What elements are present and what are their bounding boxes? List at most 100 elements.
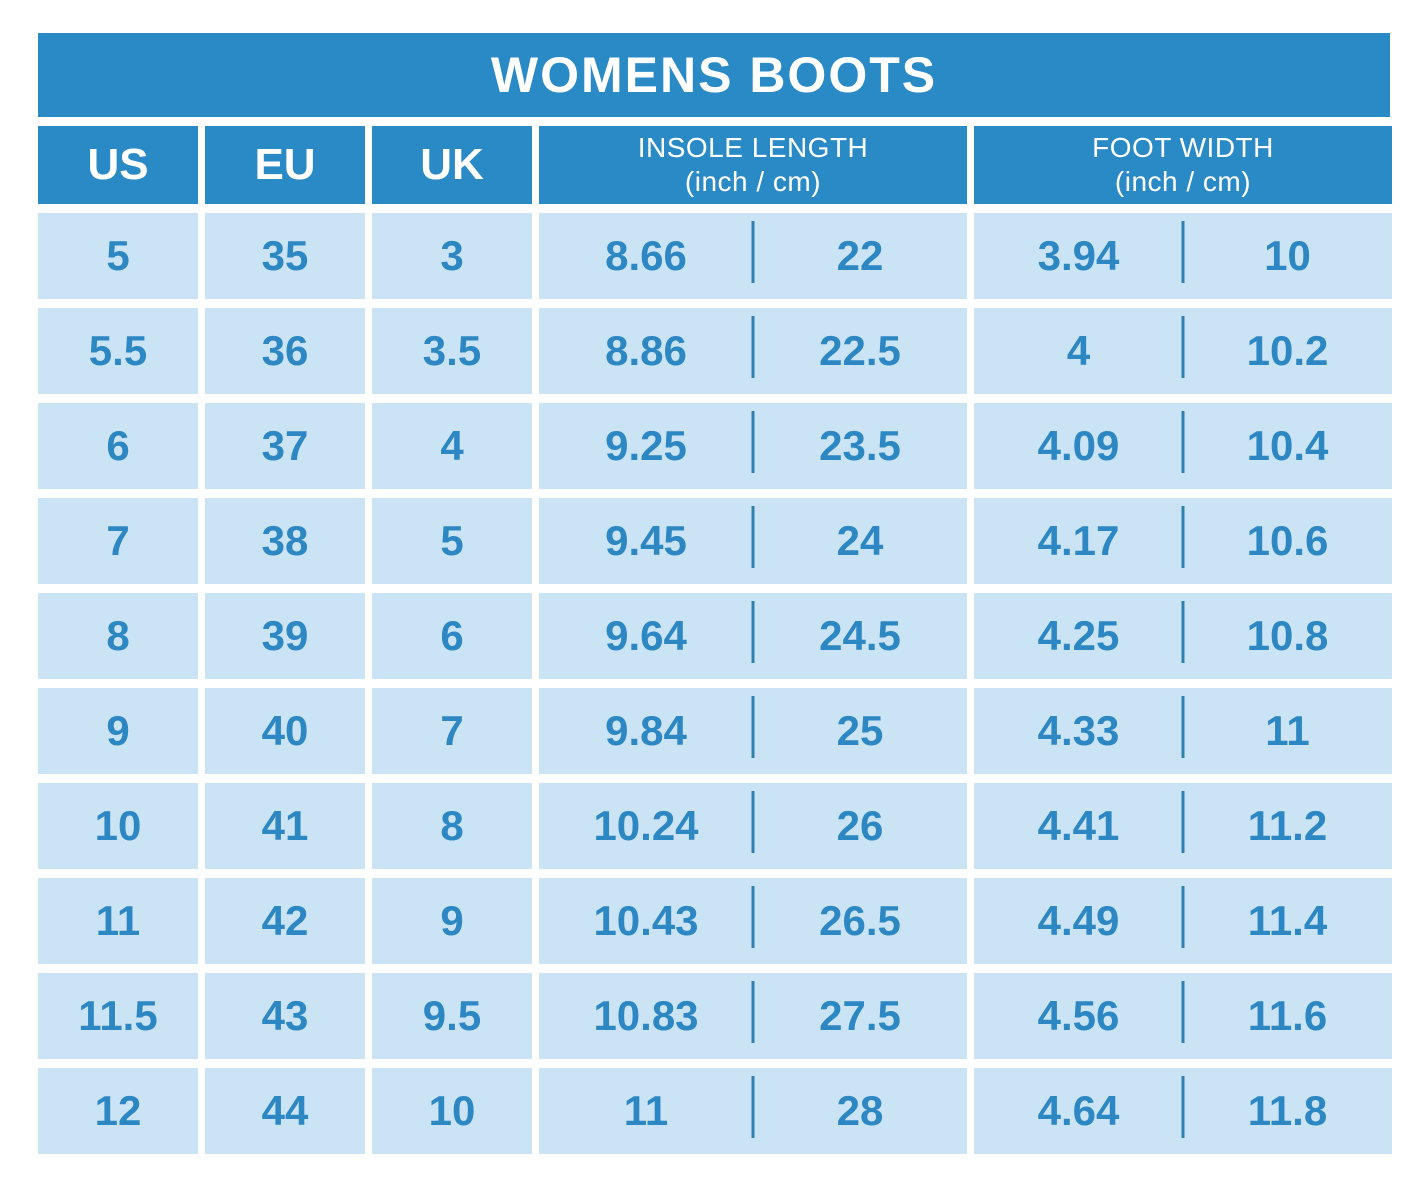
foot-cm-value: 10 [1264, 232, 1311, 279]
insole-cm-value: 26 [836, 802, 884, 849]
foot-inch-value: 4.09 [1037, 422, 1120, 469]
uk-size-cell: 5 [372, 498, 532, 584]
foot-cm-value: 10.2 [1246, 327, 1329, 374]
uk-size-cell: 8 [372, 783, 532, 869]
foot-inch-value: 4.49 [1037, 897, 1120, 944]
insole-inch-value: 10.24 [593, 802, 699, 849]
insole-length-cell: 9.64 24.5 [539, 593, 967, 679]
insole-length-cell: 10.83 27.5 [539, 973, 967, 1059]
insole-length-cell: 11 28 [539, 1068, 967, 1154]
header-foot-width: FOOT WIDTH (inch / cm) [974, 126, 1392, 204]
insole-cm-value: 27.5 [819, 992, 901, 1039]
foot-inch-value: 4.33 [1037, 707, 1120, 754]
insole-length-cell: 9.84 25 [539, 688, 967, 774]
eu-size-cell: 44 [205, 1068, 365, 1154]
us-size-cell: 11 [38, 878, 198, 964]
header-us: US [38, 126, 198, 204]
foot-width-cell: 4.09 10.4 [974, 403, 1392, 489]
table-body: 5 35 3 8.66 22 3.94 10 5.5 36 3.5 8.86 2… [38, 213, 1392, 1154]
header-uk: UK [372, 126, 532, 204]
header-eu: EU [205, 126, 365, 204]
foot-cm-value: 10.8 [1246, 612, 1329, 659]
uk-size-cell: 6 [372, 593, 532, 679]
insole-cm-value: 22.5 [819, 327, 901, 374]
insole-length-cell: 10.43 26.5 [539, 878, 967, 964]
inch-cm-divider [751, 316, 755, 378]
eu-size-cell: 39 [205, 593, 365, 679]
eu-size-cell: 40 [205, 688, 365, 774]
inch-cm-divider [751, 696, 755, 758]
inch-cm-divider [751, 886, 755, 948]
insole-cm-value: 25 [836, 707, 884, 754]
inch-cm-divider [1181, 1076, 1185, 1138]
table-row: 5.5 36 3.5 8.86 22.5 4 10.2 [38, 308, 1392, 394]
size-table: WOMENS BOOTS US EU UK INSOLE LENGTH (inc… [38, 33, 1392, 1154]
us-size-cell: 7 [38, 498, 198, 584]
foot-cm-value: 11.6 [1247, 992, 1328, 1039]
insole-inch-value: 10.43 [593, 897, 699, 944]
foot-cm-value: 10.4 [1246, 422, 1329, 469]
foot-width-cell: 4.17 10.6 [974, 498, 1392, 584]
uk-size-cell: 4 [372, 403, 532, 489]
us-size-cell: 11.5 [38, 973, 198, 1059]
us-size-cell: 12 [38, 1068, 198, 1154]
inch-cm-divider [1181, 601, 1185, 663]
inch-cm-divider [751, 221, 755, 283]
inch-cm-divider [1181, 221, 1185, 283]
table-row: 6 37 4 9.25 23.5 4.09 10.4 [38, 403, 1392, 489]
insole-cm-value: 28 [836, 1087, 884, 1134]
table-row: 12 44 10 11 28 4.64 11.8 [38, 1068, 1392, 1154]
insole-length-cell: 8.66 22 [539, 213, 967, 299]
insole-inch-value: 9.64 [605, 612, 687, 659]
foot-width-cell: 4.49 11.4 [974, 878, 1392, 964]
us-size-cell: 8 [38, 593, 198, 679]
foot-inch-value: 4.64 [1037, 1087, 1120, 1134]
table-title-bar: WOMENS BOOTS [38, 33, 1390, 117]
insole-cm-value: 23.5 [819, 422, 901, 469]
foot-cm-value: 11.8 [1247, 1087, 1328, 1134]
table-row: 9 40 7 9.84 25 4.33 11 [38, 688, 1392, 774]
table-row: 8 39 6 9.64 24.5 4.25 10.8 [38, 593, 1392, 679]
insole-inch-value: 9.84 [605, 707, 687, 754]
inch-cm-divider [751, 411, 755, 473]
foot-cm-value: 10.6 [1246, 517, 1329, 564]
eu-size-cell: 43 [205, 973, 365, 1059]
inch-cm-divider [1181, 886, 1185, 948]
eu-size-cell: 37 [205, 403, 365, 489]
insole-inch-value: 11 [623, 1087, 669, 1134]
foot-inch-value: 4.41 [1037, 802, 1120, 849]
insole-cm-value: 24.5 [819, 612, 901, 659]
foot-width-cell: 4.56 11.6 [974, 973, 1392, 1059]
inch-cm-divider [751, 981, 755, 1043]
table-row: 5 35 3 8.66 22 3.94 10 [38, 213, 1392, 299]
header-foot-width-label: FOOT WIDTH [1092, 132, 1274, 164]
insole-length-cell: 8.86 22.5 [539, 308, 967, 394]
eu-size-cell: 38 [205, 498, 365, 584]
eu-size-cell: 42 [205, 878, 365, 964]
foot-cm-value: 11 [1265, 707, 1310, 754]
foot-inch-value: 3.94 [1037, 232, 1120, 279]
inch-cm-divider [751, 791, 755, 853]
uk-size-cell: 3.5 [372, 308, 532, 394]
uk-size-cell: 9 [372, 878, 532, 964]
foot-cm-value: 11.4 [1247, 897, 1328, 944]
foot-width-cell: 4.64 11.8 [974, 1068, 1392, 1154]
table-row: 7 38 5 9.45 24 4.17 10.6 [38, 498, 1392, 584]
foot-width-cell: 4.41 11.2 [974, 783, 1392, 869]
us-size-cell: 5 [38, 213, 198, 299]
table-row: 10 41 8 10.24 26 4.41 11.2 [38, 783, 1392, 869]
insole-length-cell: 10.24 26 [539, 783, 967, 869]
foot-inch-value: 4.56 [1037, 992, 1120, 1039]
insole-inch-value: 10.83 [593, 992, 699, 1039]
table-row: 11.5 43 9.5 10.83 27.5 4.56 11.6 [38, 973, 1392, 1059]
insole-length-cell: 9.45 24 [539, 498, 967, 584]
insole-inch-value: 8.66 [605, 232, 687, 279]
foot-width-cell: 4.33 11 [974, 688, 1392, 774]
header-foot-width-units: (inch / cm) [1114, 166, 1252, 197]
foot-inch-value: 4.25 [1037, 612, 1120, 659]
insole-cm-value: 22 [836, 232, 884, 279]
foot-inch-value: 4 [1066, 327, 1091, 374]
inch-cm-divider [751, 1076, 755, 1138]
us-size-cell: 10 [38, 783, 198, 869]
